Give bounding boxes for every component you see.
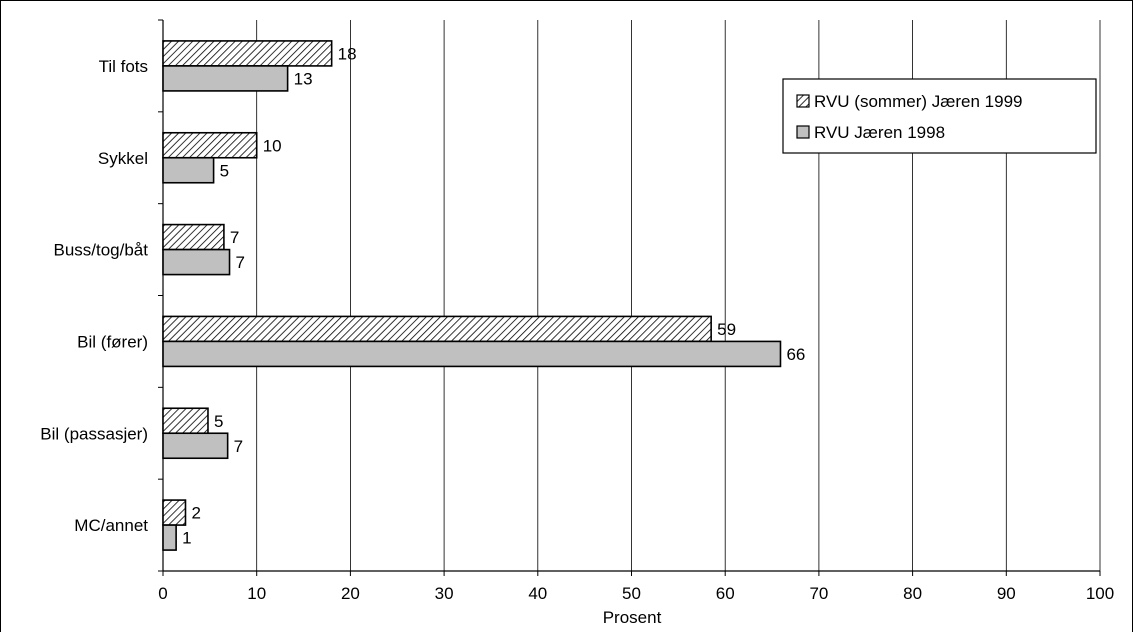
data-label: 2 (191, 504, 200, 523)
data-label: 7 (236, 253, 245, 272)
data-label: 5 (220, 161, 229, 180)
x-tick-label: 70 (809, 584, 828, 603)
bars (162, 40, 782, 551)
labels: 0 10 20 30 40 50 60 70 80 90 100 Til fots 18 13 Sykkel… (40, 44, 1114, 603)
bar-1998 (162, 432, 229, 460)
legend-label-1998: RVU Jæren 1998 (814, 123, 945, 142)
category-label: Bil (fører) (77, 332, 148, 351)
data-label: 13 (294, 69, 313, 88)
x-axis-title: Prosent (603, 608, 662, 627)
data-label: 59 (717, 320, 736, 339)
legend: RVU (sommer) Jæren 1999 RVU Jæren 1998 (782, 78, 1097, 154)
bar-1998 (162, 248, 231, 276)
data-label: 1 (182, 529, 191, 548)
category-label: Sykkel (98, 149, 148, 168)
data-label: 66 (786, 345, 805, 364)
legend-box (782, 78, 1097, 154)
x-tick-label: 40 (528, 584, 547, 603)
x-tick-label: 90 (997, 584, 1016, 603)
x-tick-label: 80 (903, 584, 922, 603)
category-label: Bil (passasjer) (40, 424, 148, 443)
x-tick-label: 60 (716, 584, 735, 603)
bar-1998 (162, 156, 215, 184)
category-label: Til fots (99, 57, 148, 76)
x-tick-label: 100 (1086, 584, 1114, 603)
bar-summer-1999 (162, 499, 187, 526)
axes (158, 19, 1101, 576)
bar-summer-1999 (162, 407, 209, 435)
x-tick-label: 30 (435, 584, 454, 603)
data-label: 7 (230, 228, 239, 247)
legend-swatch-summer-1999 (796, 94, 810, 108)
x-tick-label: 50 (622, 584, 641, 603)
x-tick-label: 20 (341, 584, 360, 603)
data-label: 7 (234, 437, 243, 456)
category-label: MC/annet (74, 516, 148, 535)
data-label: 18 (338, 44, 357, 63)
bar-1998 (162, 340, 782, 368)
data-label: 10 (263, 136, 282, 155)
legend-swatch-1998 (796, 125, 810, 139)
x-tick-label: 0 (158, 584, 167, 603)
bar-summer-1999 (162, 40, 333, 67)
x-tick-label: 10 (247, 584, 266, 603)
bar-1998 (162, 65, 289, 92)
category-label: Buss/tog/båt (53, 241, 148, 260)
bar-summer-1999 (162, 131, 258, 159)
data-label: 5 (214, 412, 223, 431)
bar-summer-1999 (162, 223, 225, 251)
bar-summer-1999 (162, 315, 712, 343)
bar-1998 (162, 524, 177, 551)
legend-label-summer-1999: RVU (sommer) Jæren 1999 (814, 92, 1022, 111)
gridlines (256, 20, 1101, 571)
